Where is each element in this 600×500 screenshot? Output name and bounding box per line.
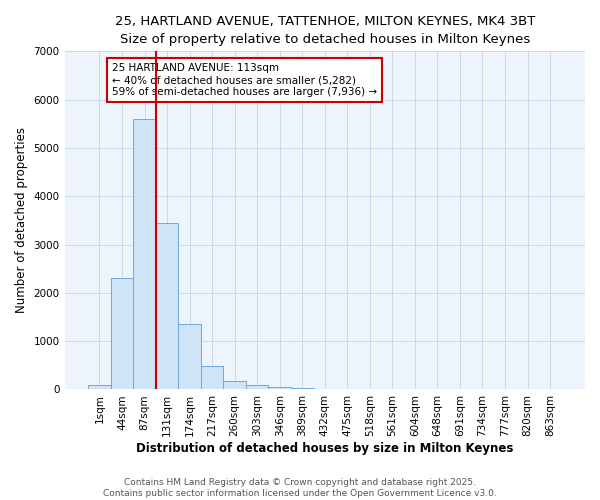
Bar bbox=[291, 388, 314, 390]
Bar bbox=[223, 381, 246, 390]
Bar bbox=[88, 384, 111, 390]
Bar bbox=[268, 386, 291, 390]
Bar bbox=[178, 324, 201, 390]
X-axis label: Distribution of detached houses by size in Milton Keynes: Distribution of detached houses by size … bbox=[136, 442, 514, 455]
Bar bbox=[201, 366, 223, 390]
Bar bbox=[246, 384, 268, 390]
Y-axis label: Number of detached properties: Number of detached properties bbox=[15, 128, 28, 314]
Text: Contains HM Land Registry data © Crown copyright and database right 2025.
Contai: Contains HM Land Registry data © Crown c… bbox=[103, 478, 497, 498]
Bar bbox=[133, 119, 156, 390]
Text: 25 HARTLAND AVENUE: 113sqm
← 40% of detached houses are smaller (5,282)
59% of s: 25 HARTLAND AVENUE: 113sqm ← 40% of deta… bbox=[112, 64, 377, 96]
Bar bbox=[156, 223, 178, 390]
Bar bbox=[111, 278, 133, 390]
Title: 25, HARTLAND AVENUE, TATTENHOE, MILTON KEYNES, MK4 3BT
Size of property relative: 25, HARTLAND AVENUE, TATTENHOE, MILTON K… bbox=[115, 15, 535, 46]
